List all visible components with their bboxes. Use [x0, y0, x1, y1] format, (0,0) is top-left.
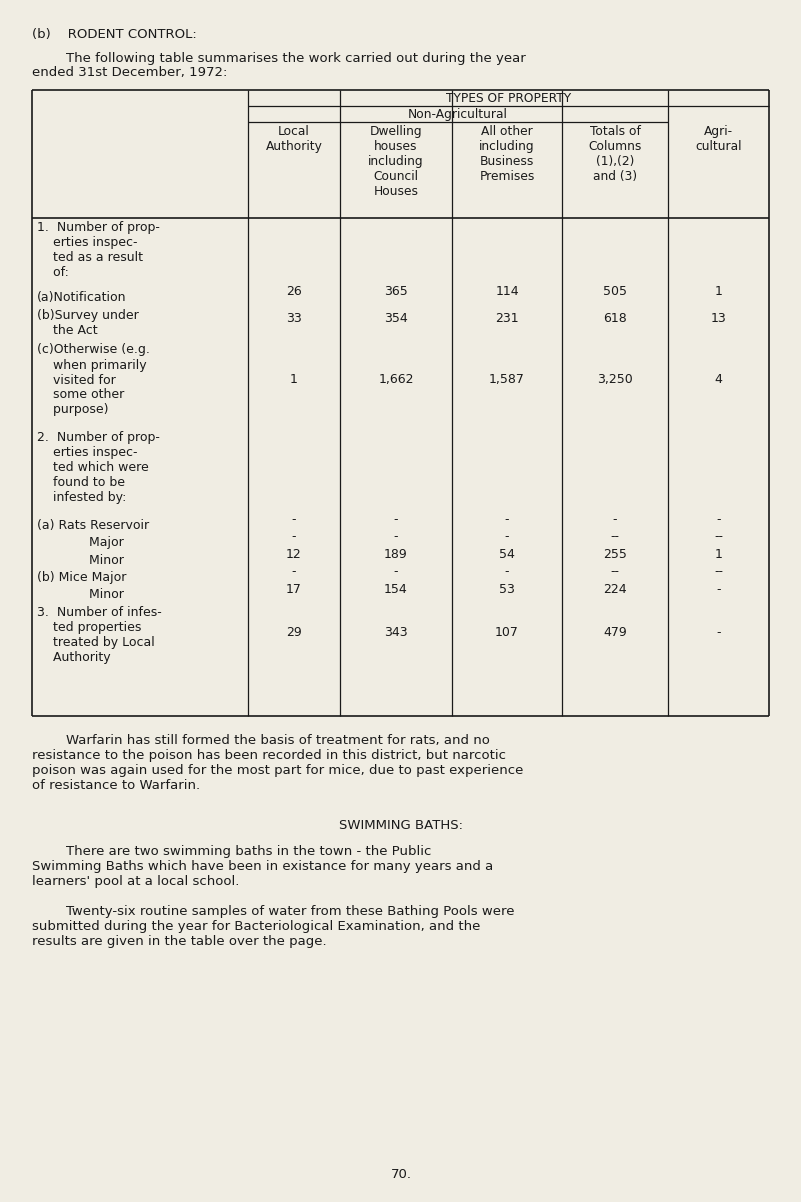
Text: 4: 4 — [714, 373, 723, 386]
Text: --: -- — [714, 565, 723, 578]
Text: Minor: Minor — [37, 553, 124, 566]
Text: 365: 365 — [384, 285, 408, 298]
Text: Major: Major — [37, 536, 123, 549]
Text: -: - — [716, 583, 721, 596]
Text: 231: 231 — [495, 311, 519, 325]
Text: 33: 33 — [286, 311, 302, 325]
Text: 29: 29 — [286, 626, 302, 639]
Text: 1.  Number of prop-
    erties inspec-
    ted as a result
    of:: 1. Number of prop- erties inspec- ted as… — [37, 221, 160, 279]
Text: 107: 107 — [495, 626, 519, 639]
Text: 3,250: 3,250 — [597, 373, 633, 386]
Text: 1: 1 — [714, 548, 723, 561]
Text: -: - — [716, 626, 721, 639]
Text: 70.: 70. — [391, 1168, 412, 1182]
Text: -: - — [613, 513, 618, 525]
Text: -: - — [292, 565, 296, 578]
Text: 1: 1 — [714, 285, 723, 298]
Text: 1,587: 1,587 — [489, 373, 525, 386]
Text: 1: 1 — [290, 373, 298, 386]
Text: ended 31st December, 1972:: ended 31st December, 1972: — [32, 66, 227, 79]
Text: 13: 13 — [710, 311, 727, 325]
Text: 343: 343 — [384, 626, 408, 639]
Text: 189: 189 — [384, 548, 408, 561]
Text: 154: 154 — [384, 583, 408, 596]
Text: Warfarin has still formed the basis of treatment for rats, and no
resistance to : Warfarin has still formed the basis of t… — [32, 734, 523, 792]
Text: --: -- — [714, 530, 723, 543]
Text: -: - — [505, 565, 509, 578]
Text: 12: 12 — [286, 548, 302, 561]
Text: -: - — [292, 513, 296, 525]
Text: Non-Agricultural: Non-Agricultural — [408, 108, 508, 121]
Text: TYPES OF PROPERTY: TYPES OF PROPERTY — [446, 93, 571, 105]
Text: 17: 17 — [286, 583, 302, 596]
Text: 618: 618 — [603, 311, 627, 325]
Text: Dwelling
houses
including
Council
Houses: Dwelling houses including Council Houses — [368, 125, 424, 198]
Text: 2.  Number of prop-
    erties inspec-
    ted which were
    found to be
    in: 2. Number of prop- erties inspec- ted wh… — [37, 432, 160, 504]
Text: -: - — [394, 530, 398, 543]
Text: Twenty-six routine samples of water from these Bathing Pools were
submitted duri: Twenty-six routine samples of water from… — [32, 905, 514, 948]
Text: 255: 255 — [603, 548, 627, 561]
Text: (c)Otherwise (e.g.
    when primarily
    visited for
    some other
    purpose: (c)Otherwise (e.g. when primarily visite… — [37, 344, 150, 417]
Text: (a) Rats Reservoir: (a) Rats Reservoir — [37, 518, 149, 531]
Text: Local
Authority: Local Authority — [266, 125, 323, 153]
Text: 224: 224 — [603, 583, 627, 596]
Text: 354: 354 — [384, 311, 408, 325]
Text: --: -- — [610, 530, 619, 543]
Text: -: - — [716, 513, 721, 525]
Text: Totals of
Columns
(1),(2)
and (3): Totals of Columns (1),(2) and (3) — [588, 125, 642, 183]
Text: 114: 114 — [495, 285, 519, 298]
Text: 505: 505 — [603, 285, 627, 298]
Text: --: -- — [610, 565, 619, 578]
Text: -: - — [292, 530, 296, 543]
Text: All other
including
Business
Premises: All other including Business Premises — [479, 125, 535, 183]
Text: (b) Mice Major: (b) Mice Major — [37, 571, 127, 584]
Text: -: - — [505, 513, 509, 525]
Text: -: - — [394, 513, 398, 525]
Text: Minor: Minor — [37, 589, 124, 601]
Text: -: - — [505, 530, 509, 543]
Text: SWIMMING BATHS:: SWIMMING BATHS: — [339, 819, 463, 832]
Text: (a)Notification: (a)Notification — [37, 291, 127, 304]
Text: The following table summarises the work carried out during the year: The following table summarises the work … — [32, 52, 525, 65]
Text: 26: 26 — [286, 285, 302, 298]
Text: Agri-
cultural: Agri- cultural — [695, 125, 742, 153]
Text: 3.  Number of infes-
    ted properties
    treated by Local
    Authority: 3. Number of infes- ted properties treat… — [37, 606, 162, 664]
Text: -: - — [394, 565, 398, 578]
Text: (b)    RODENT CONTROL:: (b) RODENT CONTROL: — [32, 28, 197, 41]
Text: 1,662: 1,662 — [378, 373, 414, 386]
Text: 479: 479 — [603, 626, 627, 639]
Text: 54: 54 — [499, 548, 515, 561]
Text: (b)Survey under
    the Act: (b)Survey under the Act — [37, 309, 139, 337]
Text: There are two swimming baths in the town - the Public
Swimming Baths which have : There are two swimming baths in the town… — [32, 845, 493, 888]
Text: 53: 53 — [499, 583, 515, 596]
